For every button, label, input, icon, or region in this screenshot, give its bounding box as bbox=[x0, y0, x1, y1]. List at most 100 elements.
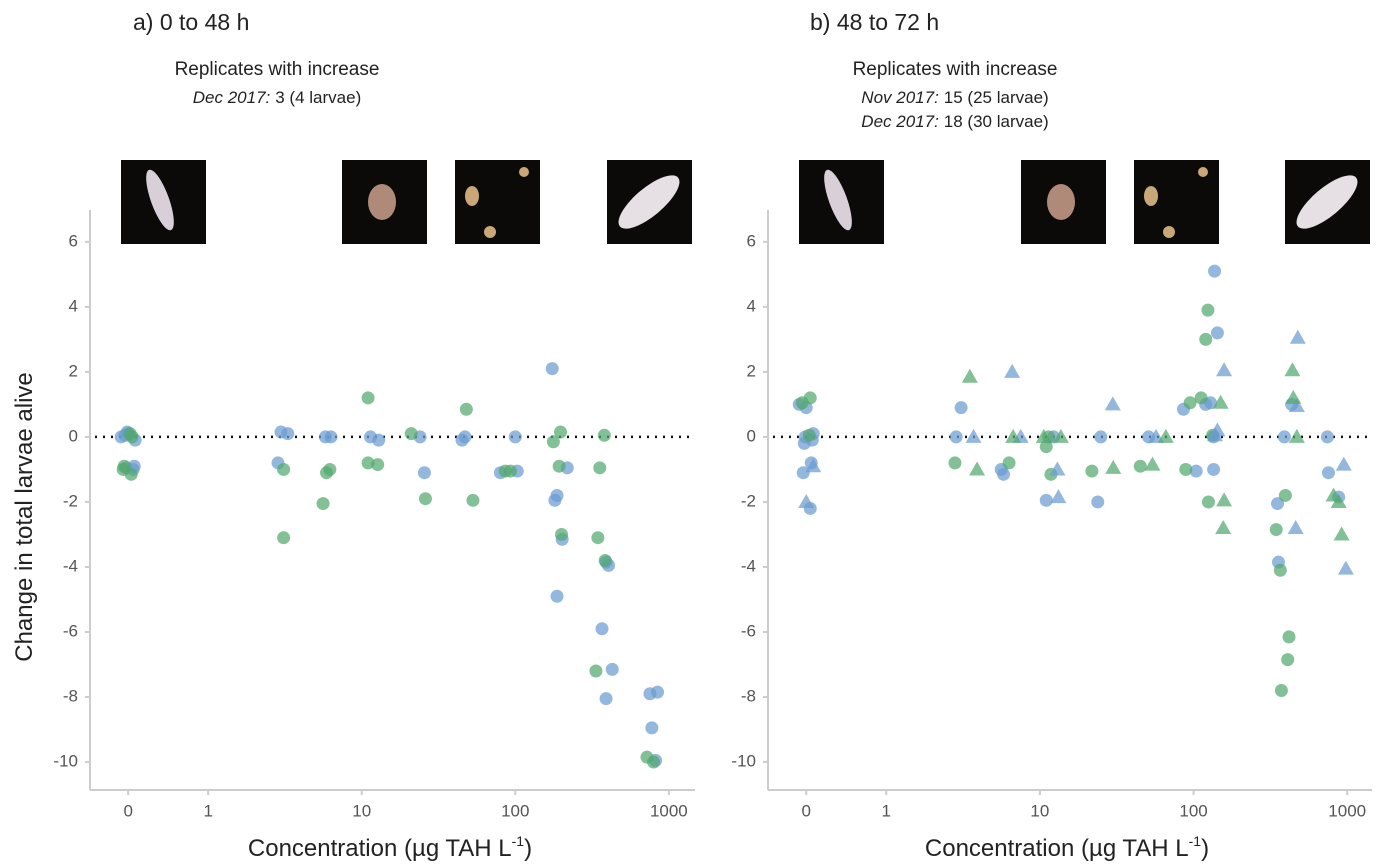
point bbox=[1050, 489, 1067, 504]
y-axis-title: Change in total larvae alive bbox=[11, 372, 38, 662]
larva-shape bbox=[368, 184, 396, 220]
annotation-label: Nov 2017: bbox=[861, 88, 939, 107]
panel-title: b) 48 to 72 h bbox=[810, 9, 939, 35]
point bbox=[805, 458, 822, 473]
larva-shape bbox=[465, 186, 479, 206]
point bbox=[645, 721, 659, 735]
y-tick-label: -8 bbox=[63, 687, 78, 706]
point bbox=[647, 755, 661, 769]
point bbox=[1281, 653, 1295, 667]
point bbox=[1035, 428, 1052, 443]
larva-shape bbox=[1047, 184, 1075, 220]
point bbox=[404, 427, 418, 441]
larva-shape bbox=[1198, 167, 1208, 177]
y-tick-label: -4 bbox=[63, 556, 78, 575]
point bbox=[599, 692, 613, 706]
x-axis-title-main: Concentration (µg TAH L bbox=[925, 835, 1189, 862]
point bbox=[1284, 362, 1301, 377]
point bbox=[546, 435, 560, 449]
point bbox=[1133, 459, 1147, 473]
point bbox=[323, 462, 337, 476]
point bbox=[1333, 526, 1350, 541]
y-tick-label: 0 bbox=[747, 426, 756, 445]
point bbox=[651, 685, 665, 699]
point bbox=[1273, 563, 1287, 577]
point bbox=[1335, 456, 1352, 471]
point bbox=[418, 492, 432, 506]
x-axis-title-sup: -1 bbox=[1189, 833, 1202, 849]
larva-shape bbox=[618, 175, 680, 229]
point bbox=[1049, 461, 1066, 476]
point bbox=[1216, 492, 1233, 507]
y-tick-label: 4 bbox=[747, 296, 756, 315]
point bbox=[123, 427, 137, 441]
subtitle: Replicates with increase bbox=[853, 59, 1058, 80]
point bbox=[1039, 493, 1053, 507]
y-tick-label: 4 bbox=[69, 296, 78, 315]
point bbox=[1289, 329, 1306, 344]
point bbox=[1183, 396, 1197, 410]
point bbox=[1179, 462, 1193, 476]
larva-shape bbox=[1144, 186, 1158, 206]
larva-images bbox=[121, 160, 1370, 244]
point bbox=[1271, 497, 1285, 511]
point bbox=[591, 531, 605, 545]
point bbox=[417, 466, 431, 480]
point bbox=[1199, 332, 1213, 346]
point bbox=[1157, 428, 1174, 443]
point bbox=[459, 402, 473, 416]
point bbox=[1002, 456, 1016, 470]
panel: a) 0 to 48 h Replicates with increase Dec … bbox=[11, 9, 695, 862]
point bbox=[1337, 560, 1354, 575]
x-tick-label: 1 bbox=[203, 801, 212, 820]
point bbox=[1278, 488, 1292, 502]
point bbox=[1212, 394, 1229, 409]
point bbox=[361, 391, 375, 405]
point bbox=[798, 493, 815, 508]
x-tick-label: 100 bbox=[1179, 801, 1207, 820]
point bbox=[605, 662, 619, 676]
y-tick-label: 6 bbox=[69, 231, 78, 250]
x-axis-title-end: ) bbox=[1201, 835, 1209, 862]
x-axis-title-end: ) bbox=[524, 835, 532, 862]
point bbox=[965, 428, 982, 443]
x-tick-label: 1000 bbox=[1328, 801, 1366, 820]
point bbox=[1210, 326, 1224, 340]
point bbox=[1288, 428, 1305, 443]
point bbox=[281, 427, 295, 441]
point bbox=[961, 368, 978, 383]
y-tick-label: -10 bbox=[53, 752, 78, 771]
larva-shape bbox=[824, 169, 852, 231]
point bbox=[1282, 630, 1296, 644]
point bbox=[458, 430, 472, 444]
x-axis-title: Concentration (µg TAH L-1) bbox=[248, 833, 532, 862]
annotation-text: 3 (4 larvae) bbox=[275, 88, 361, 107]
point bbox=[1085, 464, 1099, 478]
point bbox=[1330, 493, 1347, 508]
y-tick-label: -6 bbox=[63, 621, 78, 640]
point bbox=[1201, 303, 1215, 317]
point bbox=[1288, 398, 1305, 413]
y-tick-label: -6 bbox=[741, 621, 756, 640]
point bbox=[1189, 464, 1203, 478]
larva-shape bbox=[1296, 175, 1358, 229]
subtitle: Replicates with increase bbox=[175, 59, 380, 80]
point bbox=[954, 401, 968, 415]
point bbox=[1005, 428, 1022, 443]
point bbox=[555, 527, 569, 541]
x-axis-title-sup: -1 bbox=[512, 833, 525, 849]
point bbox=[1215, 519, 1232, 534]
annotation-label: Dec 2017: bbox=[861, 112, 939, 131]
point bbox=[116, 462, 130, 476]
point bbox=[1207, 462, 1221, 476]
point bbox=[552, 459, 566, 473]
point bbox=[1208, 264, 1222, 278]
y-tick-label: -8 bbox=[741, 687, 756, 706]
point bbox=[1104, 396, 1121, 411]
point bbox=[1091, 495, 1105, 509]
x-axis-title: Concentration (µg TAH L-1) bbox=[925, 833, 1209, 862]
point bbox=[969, 461, 986, 476]
point bbox=[595, 622, 609, 636]
y-tick-label: 0 bbox=[69, 426, 78, 445]
